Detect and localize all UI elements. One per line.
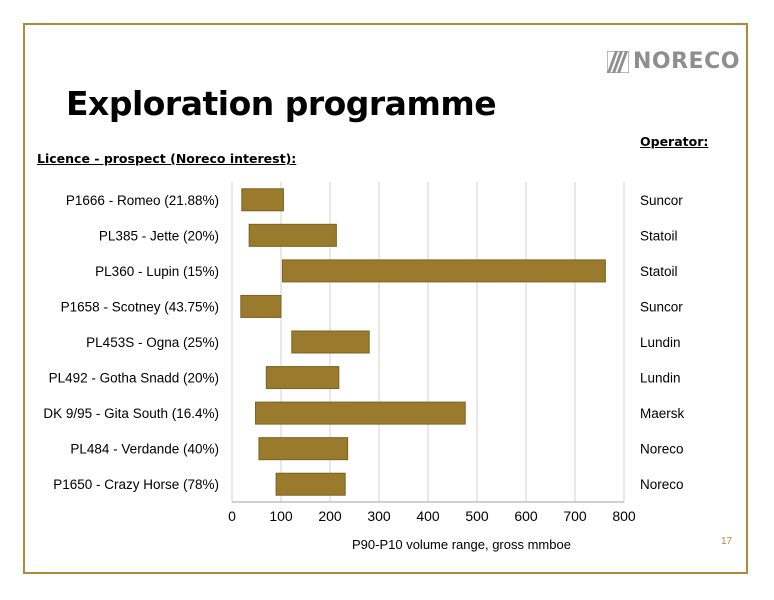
x-tick-label: 200 [318,508,342,524]
operator-label: Lundin [640,371,681,386]
operator-label: Noreco [640,477,684,492]
category-label: PL453S - Ogna (25%) [86,335,219,350]
bars [240,188,606,496]
category-label: DK 9/95 - Gita South (16.4%) [43,406,219,421]
noreco-logo-mark-icon [607,51,629,73]
logo-text: NORECO [633,49,740,74]
licence-heading: Licence - prospect (Noreco interest): [37,151,297,166]
range-bar [248,223,337,247]
category-label: PL484 - Verdande (40%) [70,442,219,457]
category-labels: P1666 - Romeo (21.88%) PL385 - Jette (20%… [43,193,219,492]
range-bar [241,188,284,212]
range-bar [281,259,606,283]
x-tick-label: 700 [563,508,587,524]
category-label: P1650 - Crazy Horse (78%) [53,477,219,492]
range-bar [265,366,340,390]
range-bar [255,401,466,425]
x-axis-title: P90-P10 volume range, gross mmboe [352,537,571,552]
x-tick-label: 400 [416,508,440,524]
category-label: PL385 - Jette (20%) [99,228,219,243]
slide-title: Exploration programme [66,84,497,123]
x-tick-labels: 0 100 200 300 400 500 600 700 800 [228,508,636,524]
x-tick-label: 100 [269,508,293,524]
x-tick-label: 300 [367,508,391,524]
page-number: 17 [721,536,733,547]
range-bar [240,294,282,318]
operator-label: Statoil [640,228,678,243]
operator-labels: Suncor Statoil Statoil Suncor Lundin Lundin Ma… [640,193,685,492]
x-tick-label: 600 [514,508,538,524]
category-label: PL492 - Gotha Snadd (20%) [49,371,219,386]
x-tick-label: 500 [465,508,489,524]
slide-frame [23,23,748,574]
category-label: P1658 - Scotney (43.75%) [61,299,219,314]
noreco-logo: NORECO [607,50,740,74]
operator-label: Suncor [640,193,683,208]
x-tick-label: 800 [612,508,636,524]
operator-label: Maersk [640,406,685,421]
operator-label: Suncor [640,299,683,314]
operator-label: Statoil [640,264,678,279]
range-bar [258,437,349,461]
operator-label: Lundin [640,335,681,350]
category-label: PL360 - Lupin (15%) [95,264,219,279]
range-bar [275,472,346,496]
x-tick-label: 0 [228,508,236,524]
operator-label: Noreco [640,442,684,457]
category-label: P1666 - Romeo (21.88%) [66,193,219,208]
operator-heading: Operator: [640,134,709,149]
range-bar [291,330,370,354]
